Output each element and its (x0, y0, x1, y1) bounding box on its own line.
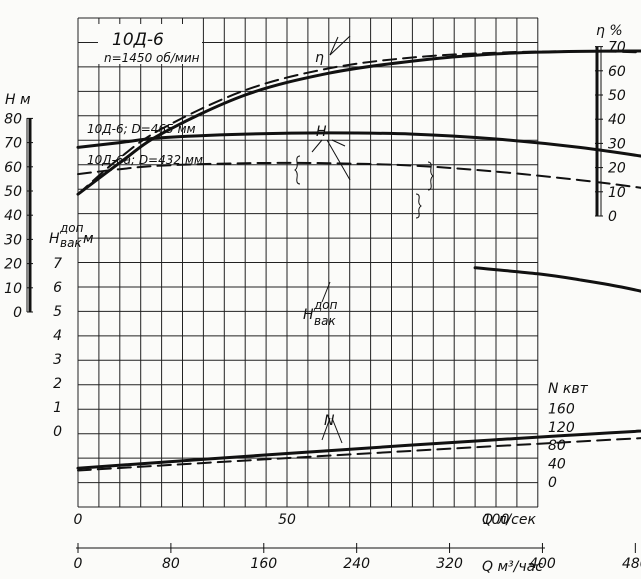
curve-10д-6а-d-432-мм-dashed (77, 50, 641, 196)
eta-axis-tick-label: 50 (608, 88, 626, 104)
curve-h-10д-6а-d-432-мм-dashed (77, 161, 641, 189)
q-ls-tick-label: 100 (483, 512, 510, 528)
eta-axis-tick-label: 70 (608, 40, 626, 56)
eta-axis-ticks: 70 60 50 40 30 20 10 0 (595, 40, 626, 225)
brace-h-1 (294, 155, 301, 185)
h-axis-tick-label: 20 (4, 257, 22, 273)
hvak-axis-label-sup: доп (59, 221, 84, 235)
eta-axis-tick-label: 30 (608, 136, 626, 152)
label-curve-432: 10Д-6а; D=432 мм (87, 153, 203, 167)
n-axis-tick-label: 120 (548, 420, 575, 436)
q-m3h-axis-label: Q м³/час (482, 559, 543, 575)
n-axis-tick-label: 160 (548, 401, 575, 417)
label-hvak-main: H (303, 307, 314, 323)
h-axis-tick-label: 50 (4, 184, 22, 200)
chart-title: 10Д-6 (112, 30, 164, 50)
hvak-axis-tick-label: 1 (53, 400, 62, 416)
curve-h-10д-6-d-465-мм-solid (76, 131, 641, 158)
hvak-axis-tick-label: 3 (53, 352, 62, 368)
hvak-axis-tick-label: 2 (53, 376, 62, 392)
h-axis-tick-label: 80 (4, 111, 22, 127)
q-m3h-tick-label: 160 (250, 556, 277, 572)
h-axis-ticks: 80 70 60 50 40 30 20 10 0 (4, 111, 33, 321)
h-axis-tick-label: 0 (13, 305, 22, 321)
leader-hvak (321, 281, 331, 303)
n-axis-label: N квт (548, 381, 589, 397)
q-ls-ticks: 050100150 (74, 512, 510, 528)
leader-h-3 (331, 139, 346, 147)
eta-axis-tick-label: 10 (608, 185, 626, 201)
label-eta-curves: η (315, 50, 324, 66)
label-hvak-sub: вак (314, 314, 336, 328)
hvak-axis-tick-label: 7 (53, 256, 62, 272)
curve-hвак-доп-solid (473, 266, 641, 293)
brace-h-3 (415, 193, 422, 219)
title-box (98, 24, 202, 64)
hvak-axis-label-unit: м (83, 231, 94, 247)
hvak-axis-ticks: 7 6 5 4 3 2 1 0 (53, 256, 62, 440)
n-axis-tick-label: 80 (548, 438, 566, 454)
q-ls-tick-label: 0 (74, 512, 83, 528)
eta-axis-tick-label: 60 (608, 64, 626, 80)
q-m3h-tick-label: 0 (74, 556, 83, 572)
q-ls-tick-label: 50 (278, 512, 296, 528)
h-axis-label: H м (5, 92, 31, 108)
label-hvak-sup: доп (313, 298, 338, 312)
annotation-leaders (294, 35, 434, 444)
hvak-axis-tick-label: 5 (53, 304, 62, 320)
leader-eta-1 (329, 35, 351, 56)
label-n-curves: N (324, 413, 335, 429)
eta-axis-tick-label: 0 (608, 209, 617, 225)
chart-curves (76, 49, 641, 472)
leader-h-1 (311, 139, 323, 153)
q-m3h-tick-label: 400 (529, 556, 556, 572)
eta-axis-label: η % (596, 23, 623, 39)
h-axis-tick-label: 60 (4, 160, 22, 176)
hvak-axis-label-main: H (49, 231, 60, 247)
n-axis-ticks: 160 120 80 40 0 (548, 401, 575, 491)
hvak-axis-label-sub: вак (60, 236, 82, 250)
eta-axis-tick-label: 20 (608, 161, 626, 177)
hvak-axis-tick-label: 6 (53, 280, 62, 296)
leader-n-2 (331, 417, 343, 444)
h-axis-tick-label: 40 (4, 208, 22, 224)
curve-n-10д-6-d-465-мм-solid (76, 429, 641, 470)
n-axis-tick-label: 40 (548, 457, 566, 473)
brace-h-2 (427, 161, 434, 191)
h-axis-tick-label: 30 (4, 232, 22, 248)
q-m3h-tick-label: 80 (162, 556, 180, 572)
q-m3h-ticks: 080160240320400480560640 (74, 543, 641, 572)
leader-h-2 (326, 139, 351, 181)
label-curve-465: 10Д-6; D=465 мм (87, 122, 196, 136)
curve-10д-6-d-465-мм-solid (76, 49, 641, 196)
hvak-axis-tick-label: 0 (53, 424, 62, 440)
h-axis-tick-label: 10 (4, 281, 22, 297)
q-m3h-tick-label: 240 (343, 556, 370, 572)
leader-n-1 (321, 417, 331, 441)
n-axis-tick-label: 0 (548, 475, 557, 491)
h-axis-tick-label: 70 (4, 136, 22, 152)
label-h-curves: H (316, 124, 327, 140)
q-m3h-tick-label: 320 (436, 556, 463, 572)
q-m3h-tick-label: 480 (622, 556, 641, 572)
hvak-axis-tick-label: 4 (53, 328, 62, 344)
chart-subtitle: n=1450 об/мин (104, 51, 200, 65)
chart-grid (77, 17, 539, 508)
eta-axis-tick-label: 40 (608, 112, 626, 128)
q-ls-axis-label: Q л/сек (482, 512, 536, 528)
leader-eta-2 (329, 36, 339, 56)
